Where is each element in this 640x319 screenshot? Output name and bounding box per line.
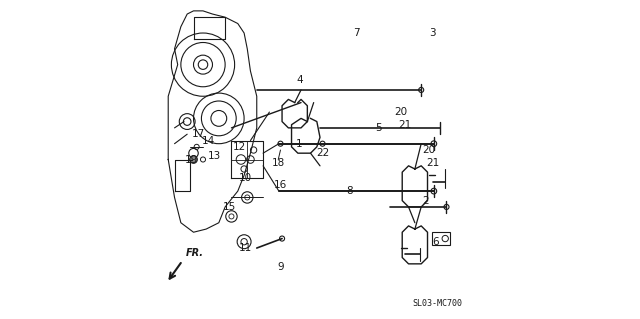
- Text: 11: 11: [239, 243, 252, 253]
- Text: 22: 22: [316, 148, 329, 158]
- Text: 3: 3: [429, 28, 436, 38]
- Text: 19: 19: [186, 154, 198, 165]
- Text: FR.: FR.: [186, 248, 204, 257]
- Text: 5: 5: [375, 123, 382, 133]
- Text: 21: 21: [427, 158, 440, 168]
- Text: 18: 18: [271, 158, 285, 168]
- Circle shape: [189, 156, 197, 163]
- Text: 20: 20: [394, 107, 407, 117]
- Text: 21: 21: [398, 120, 412, 130]
- Text: 9: 9: [277, 262, 284, 272]
- Text: 4: 4: [296, 76, 303, 85]
- Text: 7: 7: [353, 28, 360, 38]
- Text: 6: 6: [432, 237, 439, 247]
- Text: 20: 20: [422, 145, 436, 155]
- Text: 14: 14: [202, 136, 215, 145]
- Text: 10: 10: [239, 174, 252, 183]
- Text: 16: 16: [274, 180, 287, 190]
- Text: 1: 1: [296, 139, 303, 149]
- Text: 8: 8: [347, 186, 353, 196]
- Text: 17: 17: [191, 129, 205, 139]
- Text: 12: 12: [233, 142, 246, 152]
- Text: 13: 13: [207, 151, 221, 161]
- FancyBboxPatch shape: [432, 232, 450, 245]
- Text: 2: 2: [422, 196, 429, 206]
- Text: SL03-MC700: SL03-MC700: [412, 299, 462, 308]
- Text: 15: 15: [223, 202, 237, 212]
